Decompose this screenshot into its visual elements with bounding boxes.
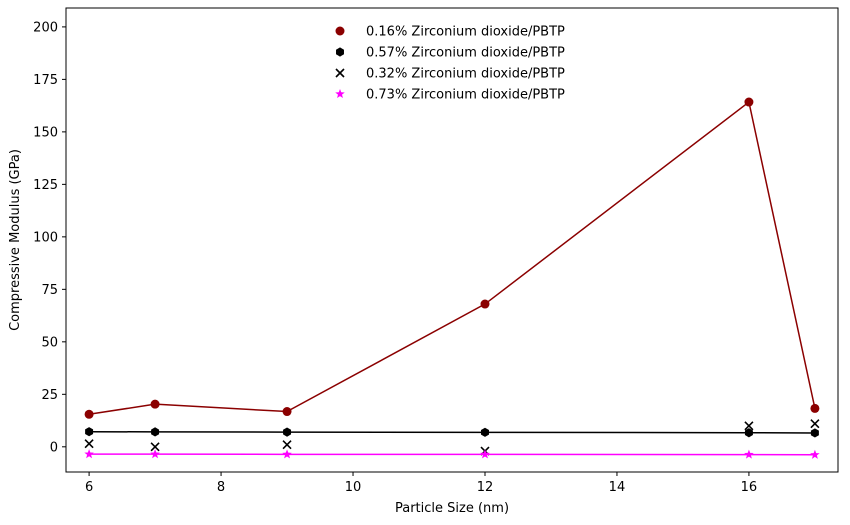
data-point	[150, 399, 160, 409]
y-tick-label: 100	[33, 230, 58, 245]
x-tick-label: 12	[477, 480, 494, 495]
legend-marker	[335, 26, 345, 36]
x-tick-label: 6	[85, 480, 93, 495]
y-tick-label: 0	[50, 440, 58, 455]
data-point	[810, 419, 820, 429]
data-point	[744, 449, 754, 459]
y-tick-label: 50	[41, 335, 58, 350]
data-point	[480, 449, 490, 459]
series-1	[84, 97, 820, 419]
data-point	[282, 440, 292, 450]
data-point	[84, 409, 94, 419]
data-point	[282, 407, 292, 417]
y-axis-ticks: 0 25 50 75 100 125 150 175 200	[33, 20, 66, 455]
data-point	[481, 427, 489, 437]
data-point	[283, 427, 292, 437]
x-tick-label: 8	[217, 480, 225, 495]
y-tick-label: 200	[33, 20, 58, 35]
data-point	[150, 449, 160, 459]
data-point	[85, 427, 94, 437]
x-axis-ticks: 6 8 10 12 14 16	[85, 472, 757, 495]
series-3	[84, 419, 820, 456]
legend-label: 0.16% Zirconium dioxide/PBTP	[366, 25, 565, 40]
y-tick-label: 150	[33, 125, 58, 140]
legend-item: 0.32% Zirconium dioxide/PBTP	[335, 67, 565, 82]
legend: 0.16% Zirconium dioxide/PBTP 0.57% Zircon…	[335, 25, 565, 103]
x-tick-label: 16	[741, 480, 758, 495]
plot-marks	[84, 97, 820, 459]
legend-marker	[335, 68, 345, 78]
legend-item: 0.73% Zirconium dioxide/PBTP	[335, 88, 565, 103]
y-tick-label: 25	[41, 388, 58, 403]
data-point	[810, 428, 819, 438]
x-tick-label: 14	[609, 480, 626, 495]
legend-item: 0.16% Zirconium dioxide/PBTP	[335, 25, 565, 40]
series-line	[89, 453, 815, 456]
legend-label: 0.57% Zirconium dioxide/PBTP	[366, 46, 565, 61]
axes-frame	[65, 7, 839, 473]
data-point	[810, 449, 820, 459]
data-point	[744, 428, 753, 438]
data-point	[150, 442, 160, 452]
x-tick-label: 10	[345, 480, 362, 495]
data-point	[84, 449, 94, 459]
legend-label: 0.73% Zirconium dioxide/PBTP	[366, 88, 565, 103]
series-line	[89, 430, 815, 434]
series-2	[85, 427, 819, 438]
legend-label: 0.32% Zirconium dioxide/PBTP	[366, 67, 565, 82]
y-tick-label: 175	[33, 73, 58, 88]
y-tick-label: 125	[33, 178, 58, 193]
data-point	[282, 449, 292, 459]
data-point	[744, 421, 754, 431]
x-axis-label: Particle Size (nm)	[395, 501, 509, 516]
legend-marker	[336, 47, 344, 57]
y-tick-label: 75	[41, 283, 58, 298]
data-point	[480, 299, 490, 309]
legend-item: 0.57% Zirconium dioxide/PBTP	[336, 46, 565, 61]
data-point	[84, 439, 94, 449]
legend-marker	[335, 89, 345, 99]
series-4	[84, 449, 820, 459]
data-point	[810, 403, 820, 413]
y-axis-label: Compressive Modulus (GPa)	[8, 149, 23, 331]
series-line	[88, 100, 816, 416]
data-point	[151, 427, 160, 437]
data-point	[744, 97, 754, 107]
